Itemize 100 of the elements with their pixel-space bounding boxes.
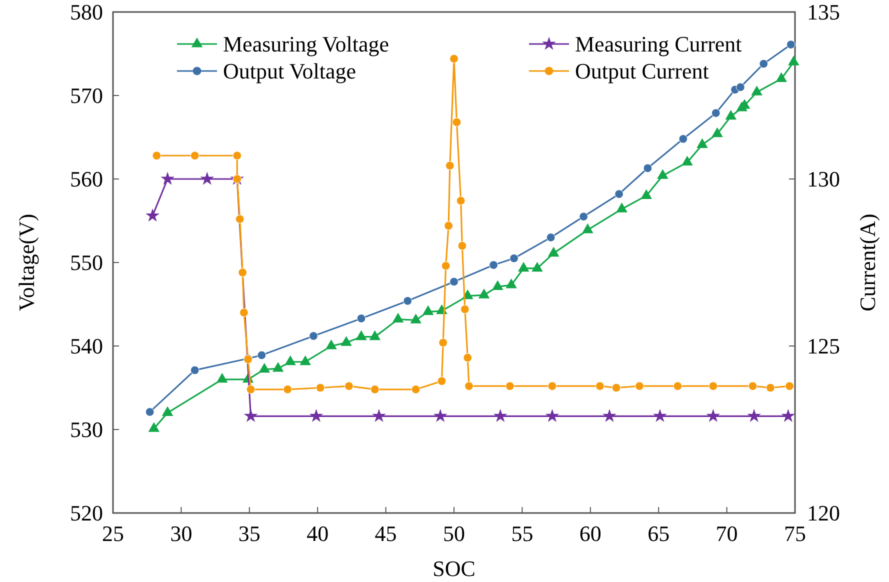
point	[736, 82, 745, 92]
point	[356, 330, 367, 340]
point	[235, 214, 244, 224]
y-tick-label: 580	[70, 0, 103, 25]
y-tick-label: 570	[70, 83, 103, 108]
legend-label: Output Current	[575, 58, 709, 84]
point	[437, 376, 446, 386]
legend-label: Measuring Voltage	[223, 32, 389, 57]
x-tick-label: 55	[511, 521, 534, 546]
point	[579, 212, 588, 221]
point	[506, 278, 517, 288]
point	[162, 406, 174, 416]
point	[200, 172, 214, 185]
y-tick-label: 560	[70, 166, 103, 192]
point	[340, 336, 352, 346]
point	[748, 382, 758, 391]
point	[450, 277, 458, 286]
point	[411, 384, 420, 394]
point	[272, 362, 284, 372]
point	[146, 208, 160, 222]
point	[532, 262, 543, 272]
point	[244, 408, 258, 422]
point	[678, 134, 688, 144]
point	[612, 383, 621, 392]
point	[505, 382, 514, 391]
point	[602, 408, 616, 422]
x-tick-label: 60	[579, 521, 602, 546]
point	[232, 151, 242, 160]
point	[712, 127, 723, 138]
y-tick-label: 550	[70, 250, 103, 276]
point	[786, 40, 796, 49]
point	[635, 382, 644, 391]
y-axis-title: Voltage(V)	[14, 214, 39, 312]
x-tick-label: 65	[648, 521, 670, 546]
point	[614, 190, 624, 198]
point	[190, 151, 200, 160]
point	[152, 151, 162, 160]
y2-tick-label: 125	[807, 334, 840, 359]
point	[372, 408, 386, 422]
point	[392, 312, 404, 323]
point	[682, 156, 693, 166]
point	[766, 383, 775, 392]
point	[546, 233, 556, 242]
point	[463, 353, 472, 362]
point	[316, 383, 325, 392]
y2-tick-label: 130	[807, 166, 840, 192]
x-tick-label: 45	[374, 521, 397, 546]
point	[708, 382, 718, 391]
x-tick-label: 50	[443, 521, 465, 546]
point	[616, 202, 628, 212]
point	[284, 355, 296, 366]
point	[444, 221, 453, 230]
point	[257, 350, 266, 360]
point	[309, 332, 318, 340]
point	[489, 260, 498, 270]
x-tick-label: 35	[238, 521, 260, 546]
point	[309, 408, 324, 422]
point	[492, 280, 504, 290]
point	[403, 296, 412, 306]
x-tick-label: 30	[170, 521, 192, 546]
point	[548, 246, 560, 257]
point	[369, 330, 381, 340]
point	[283, 384, 292, 394]
point	[643, 164, 652, 173]
y2-tick-label: 120	[807, 500, 840, 526]
point	[145, 408, 154, 416]
point	[493, 408, 508, 422]
point	[751, 86, 762, 96]
point	[410, 314, 422, 324]
legend-label: Output Voltage	[223, 58, 356, 84]
y2-axis-title: Current(A)	[855, 214, 880, 312]
point	[148, 422, 160, 432]
point	[706, 408, 720, 422]
point	[582, 223, 594, 234]
point	[478, 288, 490, 298]
point	[640, 189, 652, 199]
point	[326, 339, 337, 350]
point	[785, 382, 794, 391]
point	[240, 308, 248, 318]
point	[759, 59, 768, 68]
point	[452, 118, 462, 127]
point	[216, 372, 228, 383]
point	[725, 110, 737, 120]
point	[344, 382, 354, 391]
point	[160, 172, 175, 185]
point	[300, 355, 311, 366]
point	[696, 138, 708, 148]
point	[545, 408, 560, 422]
point	[781, 408, 796, 422]
point	[673, 382, 682, 391]
point	[548, 382, 557, 391]
point	[711, 108, 720, 118]
point	[776, 72, 787, 82]
x-tick-label: 70	[716, 521, 738, 546]
y2-tick-label: 135	[807, 0, 840, 25]
point	[190, 366, 200, 375]
point	[246, 384, 256, 394]
point	[456, 196, 466, 206]
point	[238, 268, 248, 277]
point	[464, 382, 474, 391]
